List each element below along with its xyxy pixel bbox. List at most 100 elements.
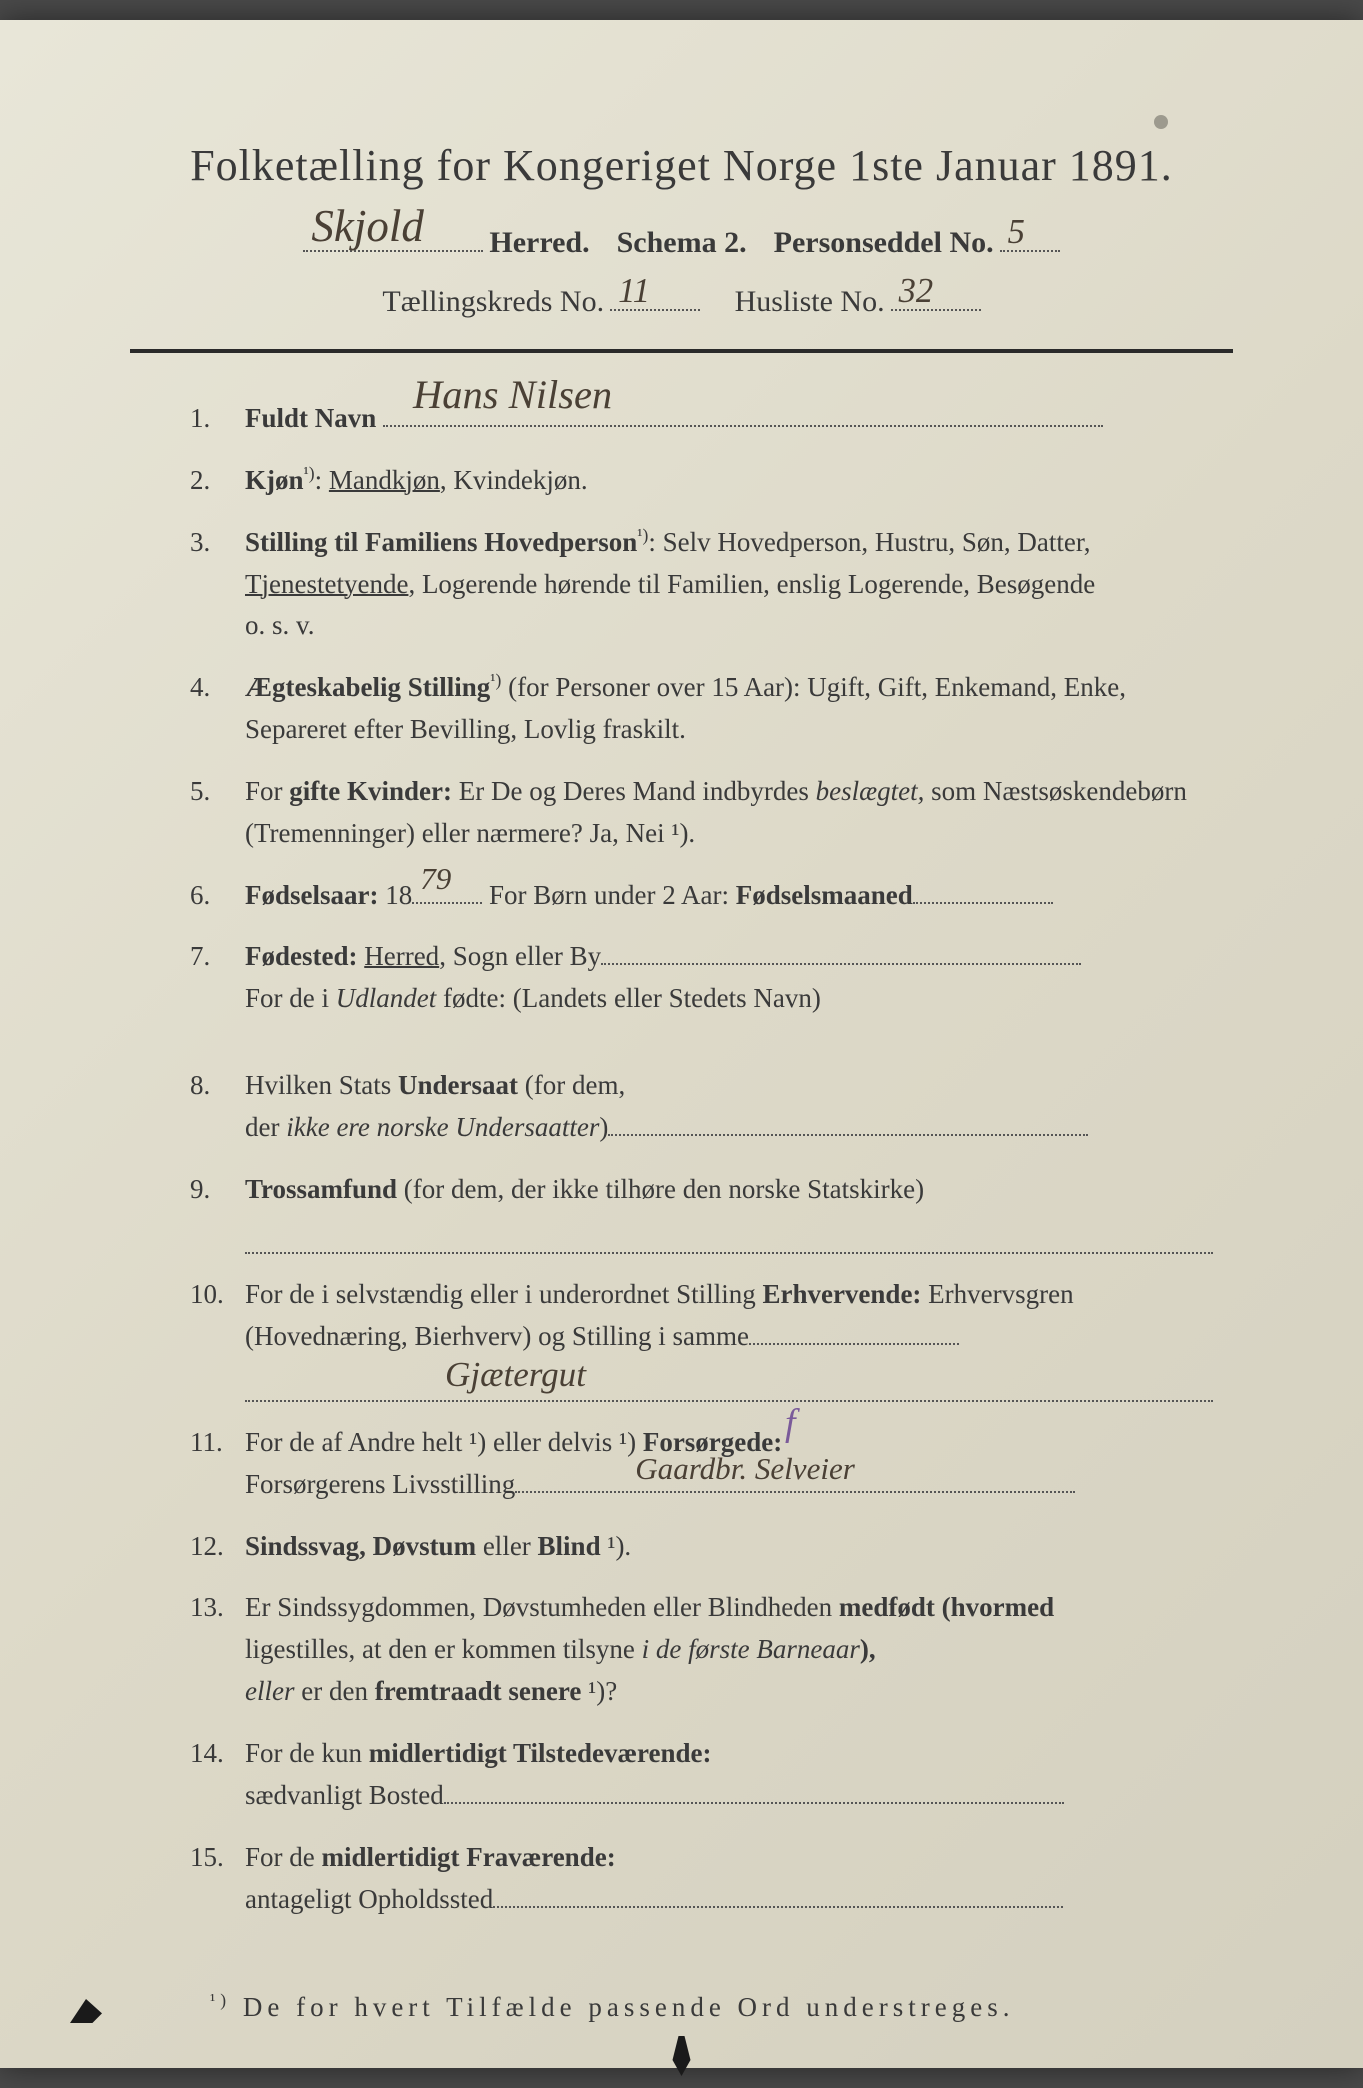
item-num: 11. (190, 1422, 245, 1464)
occupation-field-1 (749, 1317, 959, 1345)
line2-prefix: For de i (245, 983, 336, 1013)
item-body: For de af Andre helt ¹) eller delvis ¹) … (245, 1422, 1213, 1506)
year-value: 79 (420, 855, 451, 903)
line2-text: sædvanligt Bosted (245, 1780, 444, 1810)
footnote: ¹) De for hvert Tilfælde passende Ord un… (130, 1990, 1233, 2023)
item-line2: der ikke ere norske Undersaatter) (245, 1107, 1213, 1149)
item-2: 2. Kjøn¹): Mandkjøn, Kvindekjøn. (190, 460, 1213, 502)
item-body: For de midlertidigt Fraværende: antageli… (245, 1837, 1213, 1921)
item-label: midlertidigt Tilstedeværende: (369, 1738, 712, 1768)
line2-italic: ikke ere norske Undersaatter (286, 1112, 599, 1142)
item-text: eller (476, 1531, 537, 1561)
item-prefix: For de af Andre helt ¹) eller delvis ¹) (245, 1427, 643, 1457)
note-ref: ¹) (490, 670, 501, 690)
item-num: 6. (190, 875, 245, 917)
name-value: Hans Nilsen (413, 364, 612, 427)
item-1: 1. Fuldt Navn Hans Nilsen (190, 398, 1213, 440)
item-body: Fødested: Herred, Sogn eller By For de i… (245, 936, 1213, 1020)
form-title: Folketælling for Kongeriget Norge 1ste J… (130, 140, 1233, 191)
item-13: 13. Er Sindssygdommen, Døvstumheden elle… (190, 1587, 1213, 1713)
item-num: 10. (190, 1274, 245, 1316)
kreds-value: 11 (618, 272, 650, 311)
sex-selected: Mandkjøn (329, 465, 440, 495)
item-num: 3. (190, 522, 245, 564)
item-prefix: For (245, 776, 289, 806)
item-num: 2. (190, 460, 245, 502)
census-form-page: Folketælling for Kongeriget Norge 1ste J… (0, 20, 1363, 2068)
item-12: 12. Sindssvag, Døvstum eller Blind ¹). (190, 1526, 1213, 1568)
item-line2: antageligt Opholdssted (245, 1879, 1213, 1921)
line2-italic: i de første Barneaar (642, 1634, 860, 1664)
item-label: Undersaat (398, 1070, 518, 1100)
item-label: Fødested: (245, 941, 357, 971)
item-prefix: For de i selvstændig eller i underordnet… (245, 1279, 762, 1309)
personseddel-label: Personseddel No. (774, 226, 994, 260)
line2-text: ligestilles, at den er kommen tilsyne (245, 1634, 642, 1664)
item-body: Kjøn¹): Mandkjøn, Kvindekjøn. (245, 460, 1213, 502)
paper-smudge (1154, 115, 1168, 129)
item-7: 7. Fødested: Herred, Sogn eller By For d… (190, 936, 1213, 1020)
line2-text: ) (599, 1112, 608, 1142)
personseddel-value: 5 (1008, 213, 1025, 252)
item-label: Fuldt Navn (245, 403, 376, 433)
item-label: Kjøn (245, 465, 304, 495)
item-8: 8. Hvilken Stats Undersaat (for dem, der… (190, 1065, 1213, 1149)
item-body: For gifte Kvinder: Er De og Deres Mand i… (245, 771, 1213, 855)
item-label: medfødt (hvormed (839, 1592, 1054, 1622)
line3-note: ¹)? (581, 1676, 617, 1706)
item-body: For de i selvstændig eller i underordnet… (245, 1274, 1213, 1401)
footnote-marker: ¹) (210, 1990, 231, 2010)
item-num: 1. (190, 398, 245, 440)
item-prefix: Hvilken Stats (245, 1070, 398, 1100)
item-num: 5. (190, 771, 245, 813)
residence-field (444, 1776, 1064, 1804)
item-body: Er Sindssygdommen, Døvstumheden eller Bl… (245, 1587, 1213, 1713)
item-num: 13. (190, 1587, 245, 1629)
item-11: 11. For de af Andre helt ¹) eller delvis… (190, 1422, 1213, 1506)
item-label: Stilling til Familiens Hovedperson (245, 527, 637, 557)
item-prefix: For de (245, 1842, 322, 1872)
item-num: 7. (190, 936, 245, 978)
item-body: Fuldt Navn Hans Nilsen (245, 398, 1213, 440)
line3-bold: fremtraadt senere (375, 1676, 582, 1706)
note-ref: ¹). (601, 1531, 632, 1561)
line2-italic: Udlandet (336, 983, 437, 1013)
item-line3: eller er den fremtraadt senere ¹)? (245, 1671, 1213, 1713)
footnote-text: De for hvert Tilfælde passende Ord under… (243, 1992, 1015, 2022)
item-line2: For de i Udlandet fødte: (Landets eller … (245, 978, 1213, 1020)
item-10: 10. For de i selvstændig eller i underor… (190, 1274, 1213, 1401)
item-num: 4. (190, 667, 245, 709)
husliste-field: 32 (891, 278, 981, 311)
item-label: Fødselsaar: (245, 880, 378, 910)
item-line2: sædvanligt Bosted (245, 1775, 1213, 1817)
kreds-label: Tællingskreds No. (382, 285, 604, 319)
line3-italic: eller (245, 1676, 294, 1706)
item-text: (for dem, der ikke tilhøre den norske St… (397, 1174, 924, 1204)
paper-tear (667, 2036, 697, 2076)
item-label: Sindssvag, Døvstum (245, 1531, 476, 1561)
provider-field: Gaardbr. Selveier (515, 1464, 1075, 1492)
item-15: 15. For de midlertidigt Fraværende: anta… (190, 1837, 1213, 1921)
item-text2: For Børn under 2 Aar: (482, 880, 735, 910)
name-field: Hans Nilsen (383, 399, 1103, 427)
whereabouts-field (493, 1879, 1063, 1907)
birthplace-selected: Herred (364, 941, 439, 971)
religion-field (245, 1217, 1213, 1255)
item-num: 12. (190, 1526, 245, 1568)
header-rule (130, 349, 1233, 353)
item-prefix: For de kun (245, 1738, 369, 1768)
item-body: Fødselsaar: 1879 For Børn under 2 Aar: F… (245, 875, 1213, 917)
husliste-label: Husliste No. (735, 285, 885, 319)
item-label: Trossamfund (245, 1174, 397, 1204)
year-prefix: 18 (378, 880, 412, 910)
subtitle-row-1: Skjold Herred. Schema 2. Personseddel No… (130, 219, 1233, 260)
item-body: Sindssvag, Døvstum eller Blind ¹). (245, 1526, 1213, 1568)
item-num: 9. (190, 1169, 245, 1211)
husliste-value: 32 (899, 272, 934, 311)
item-body: Hvilken Stats Undersaat (for dem, der ik… (245, 1065, 1213, 1149)
line2-end: ), (860, 1634, 876, 1664)
line2-prefix: der (245, 1112, 286, 1142)
item-label: midlertidigt Fraværende: (322, 1842, 616, 1872)
item-5: 5. For gifte Kvinder: Er De og Deres Man… (190, 771, 1213, 855)
citizenship-field (608, 1108, 1088, 1136)
